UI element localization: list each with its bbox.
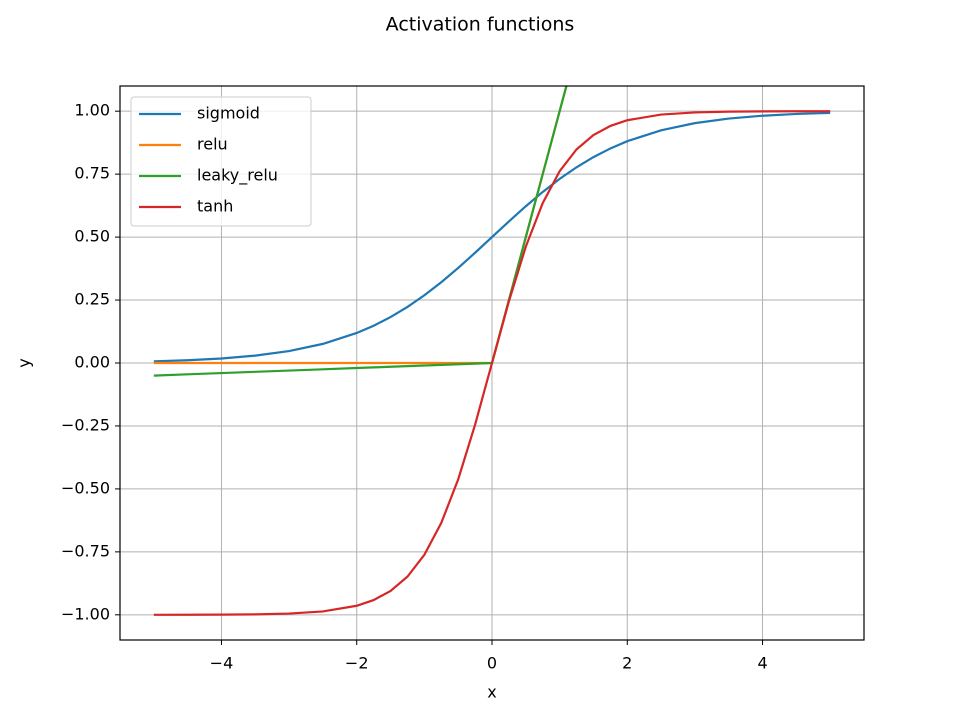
y-tick-label: 0.75 [74,164,110,183]
y-tick-label: 1.00 [74,101,110,120]
line-series [153,111,831,363]
y-tick-label: 0.50 [74,227,110,246]
legend-label: leaky_relu [197,166,278,186]
x-tick-label: 4 [757,654,767,673]
legend-label: sigmoid [197,104,260,123]
legend-label: tanh [197,197,233,216]
x-tick-label: −2 [345,654,369,673]
y-tick-label: 0.25 [74,290,110,309]
legend-label: relu [197,135,228,154]
x-tick-label: 2 [622,654,632,673]
y-tick-label: 0.00 [74,353,110,372]
plot-area [153,86,831,616]
y-tick-label: −0.50 [61,478,110,497]
x-tick-label: −4 [210,654,234,673]
y-tick-label: −0.75 [61,541,110,560]
line-series [153,110,831,616]
y-tick-label: −1.00 [61,604,110,623]
plot-frame [119,85,865,641]
x-axis-label: x [487,683,496,702]
chart-title: Activation functions [386,14,575,36]
x-tick-label: 0 [487,654,497,673]
y-axis-label: y [15,358,34,367]
y-tick-label: −0.25 [61,415,110,434]
legend-box [130,96,312,227]
